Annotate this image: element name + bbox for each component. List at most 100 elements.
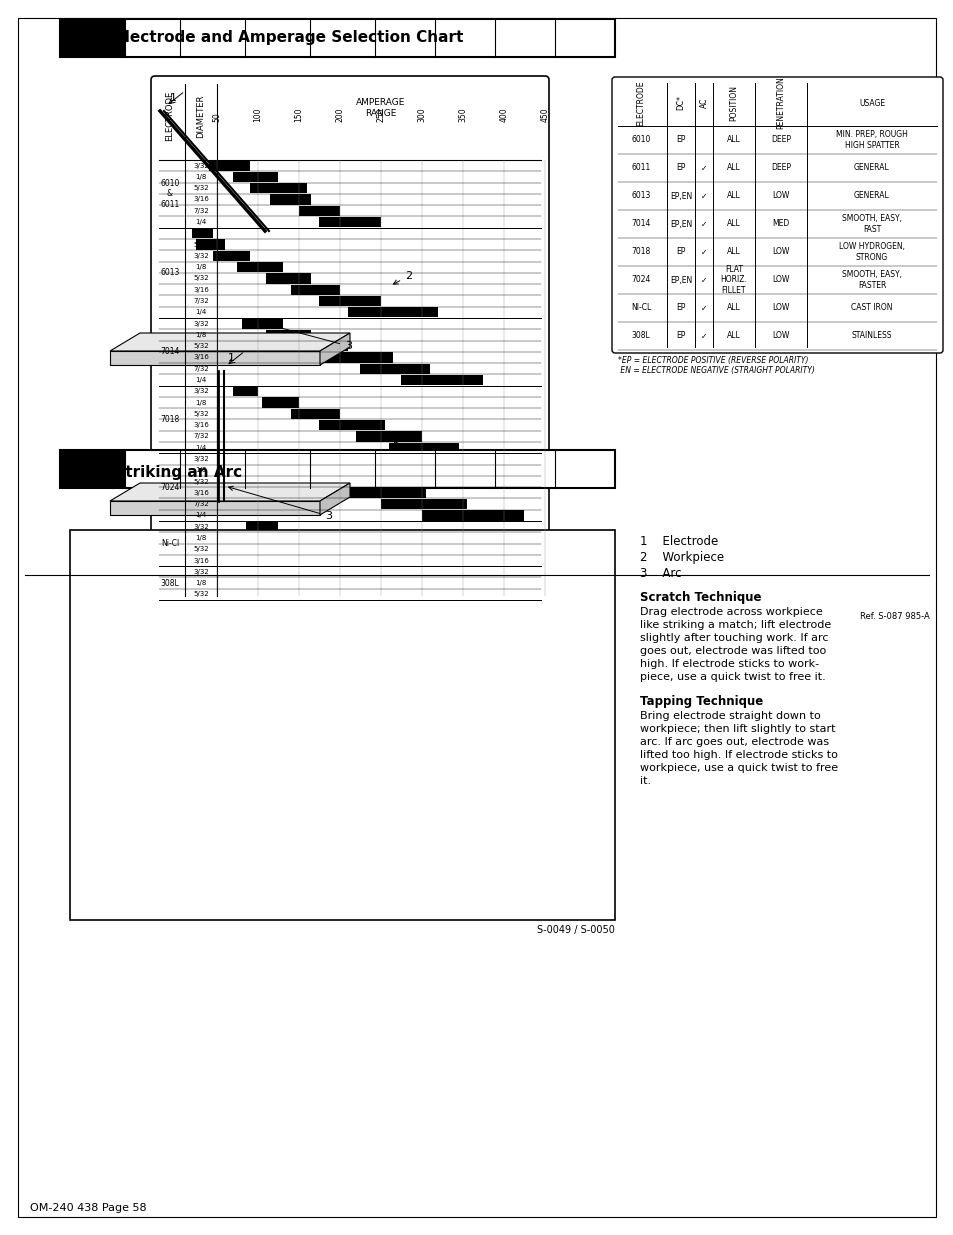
Text: 3/32: 3/32 (193, 524, 209, 530)
Text: slightly after touching work. If arc: slightly after touching work. If arc (639, 634, 827, 643)
Bar (266, 273, 311, 284)
Text: 150: 150 (294, 107, 303, 122)
Text: 3/16: 3/16 (193, 196, 209, 203)
Text: ALL: ALL (726, 304, 740, 312)
Text: 7/32: 7/32 (193, 501, 209, 508)
Text: 308L: 308L (631, 331, 650, 341)
Text: 7024: 7024 (160, 483, 179, 492)
Text: 5/32: 5/32 (193, 478, 209, 484)
Bar (225, 567, 257, 577)
Text: 308L: 308L (160, 578, 179, 588)
Bar (389, 442, 458, 453)
Text: 1/8: 1/8 (195, 400, 207, 405)
Text: USAGE: USAGE (858, 99, 884, 107)
Text: 3/32: 3/32 (193, 163, 209, 169)
Text: 6013: 6013 (160, 268, 179, 278)
Text: 450: 450 (540, 107, 549, 122)
Text: 300: 300 (417, 107, 426, 122)
Bar (356, 431, 421, 442)
Bar (60, 19, 615, 57)
Bar (60, 450, 125, 488)
Text: LOW: LOW (772, 275, 789, 284)
Text: 7/32: 7/32 (193, 366, 209, 372)
Polygon shape (110, 351, 319, 366)
Text: 7024: 7024 (631, 275, 650, 284)
Text: DIAMETER: DIAMETER (196, 94, 205, 137)
Bar (60, 19, 125, 57)
Polygon shape (110, 483, 350, 501)
Text: 3/16: 3/16 (193, 354, 209, 361)
Text: 1/8: 1/8 (195, 467, 207, 473)
Bar (291, 284, 339, 295)
Text: ✓: ✓ (700, 331, 706, 341)
Text: 2    Workpiece: 2 Workpiece (639, 551, 723, 564)
Text: AC: AC (699, 98, 708, 109)
Text: 1/8: 1/8 (195, 264, 207, 270)
Text: ✓: ✓ (700, 275, 706, 284)
Bar (319, 296, 380, 306)
Bar (348, 488, 426, 498)
Text: 6010: 6010 (631, 136, 650, 144)
Text: ✓: ✓ (700, 220, 706, 228)
Text: 1/16: 1/16 (193, 231, 209, 236)
Text: 1/4: 1/4 (195, 309, 207, 315)
Text: it.: it. (639, 776, 651, 785)
Text: LOW: LOW (772, 191, 789, 200)
Bar (257, 453, 294, 464)
Text: 3/16: 3/16 (193, 490, 209, 495)
Polygon shape (110, 333, 350, 351)
Text: 3/32: 3/32 (193, 456, 209, 462)
Polygon shape (110, 501, 319, 515)
Text: 5/32: 5/32 (193, 411, 209, 417)
Text: Drag electrode across workpiece: Drag electrode across workpiece (639, 606, 821, 618)
Bar (70, 530, 615, 920)
Bar (319, 217, 380, 227)
Text: ✓: ✓ (700, 247, 706, 257)
Text: DC*: DC* (676, 95, 685, 110)
Text: 1/4: 1/4 (195, 377, 207, 383)
Text: 3/16: 3/16 (193, 422, 209, 429)
Text: 3/16: 3/16 (193, 287, 209, 293)
Text: Scratch Technique: Scratch Technique (639, 592, 760, 604)
Text: EP,EN: EP,EN (669, 191, 691, 200)
Text: 7018: 7018 (631, 247, 650, 257)
Bar (270, 194, 311, 205)
Text: ALL: ALL (726, 331, 740, 341)
Bar (233, 387, 257, 396)
Text: STAINLESS: STAINLESS (851, 331, 891, 341)
Text: 1/4: 1/4 (195, 513, 207, 519)
Polygon shape (319, 333, 350, 366)
Polygon shape (319, 483, 350, 515)
Text: 350: 350 (458, 107, 467, 122)
Text: ✓: ✓ (700, 304, 706, 312)
Text: ALL: ALL (726, 191, 740, 200)
Bar (233, 172, 278, 182)
Text: LOW: LOW (772, 331, 789, 341)
Text: ALL: ALL (726, 247, 740, 257)
Text: workpiece, use a quick twist to free: workpiece, use a quick twist to free (639, 763, 838, 773)
Text: EP: EP (676, 304, 685, 312)
Text: 1: 1 (228, 353, 234, 363)
Text: LOW HYDROGEN,
STRONG: LOW HYDROGEN, STRONG (838, 242, 904, 262)
Text: Ref. S-087 985-A: Ref. S-087 985-A (860, 613, 929, 621)
Text: high. If electrode sticks to work-: high. If electrode sticks to work- (639, 659, 819, 669)
Bar (196, 240, 225, 249)
Text: 1    Electrode: 1 Electrode (639, 535, 718, 548)
Text: *EP = ELECTRODE POSITIVE (REVERSE POLARITY)
 EN = ELECTRODE NEGATIVE (STRAIGHT P: *EP = ELECTRODE POSITIVE (REVERSE POLARI… (618, 356, 814, 375)
Bar (193, 228, 213, 238)
Text: Ni-Cl: Ni-Cl (161, 540, 179, 548)
Text: EP: EP (676, 136, 685, 144)
Text: ELECTRODE: ELECTRODE (165, 91, 174, 141)
Text: EP: EP (676, 247, 685, 257)
Bar (319, 420, 385, 430)
Text: POSITION: POSITION (729, 85, 738, 121)
Text: lifted too high. If electrode sticks to: lifted too high. If electrode sticks to (639, 750, 837, 760)
Text: EP,EN: EP,EN (669, 275, 691, 284)
Text: 1/8: 1/8 (195, 174, 207, 180)
Bar (298, 341, 348, 351)
Bar (241, 578, 282, 588)
Text: 3: 3 (258, 321, 352, 351)
Text: goes out, electrode was lifted too: goes out, electrode was lifted too (639, 646, 825, 656)
Text: 400: 400 (499, 107, 508, 122)
Text: 14-3.  Striking an Arc: 14-3. Striking an Arc (60, 466, 242, 480)
